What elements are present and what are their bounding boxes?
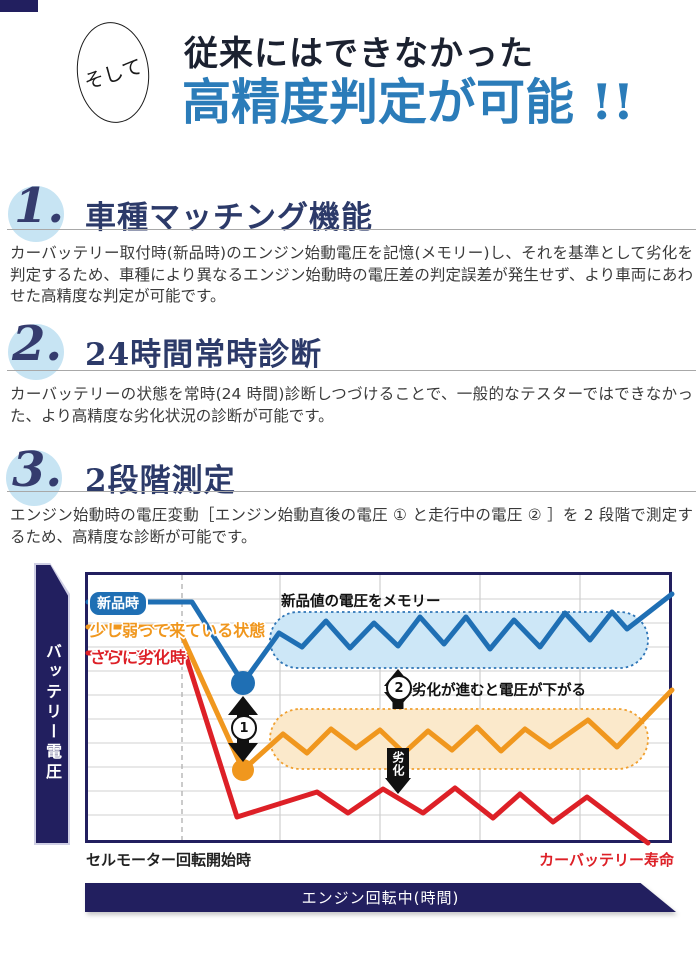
- degrade-annotation: 劣化が進むと電圧が下がる: [412, 683, 586, 699]
- memory-annotation: 新品値の電圧をメモリー: [281, 594, 441, 610]
- chart-canvas: [85, 572, 675, 846]
- section1-divider: [7, 229, 696, 230]
- x-axis-bar-wrap: エンジン回転中(時間): [85, 883, 676, 912]
- corner-accent: [0, 0, 38, 12]
- section2-body: カーバッテリーの状態を常時(24 時間)診断しつづけることで、一般的なテスターで…: [10, 385, 693, 425]
- step1-circle-number: 1: [231, 715, 257, 741]
- orange-capsule: [269, 708, 649, 770]
- section2-number: 2.: [12, 316, 63, 372]
- degrade-badge-label: 劣化: [391, 750, 405, 777]
- legend-weak: 少し弱って来ている状態: [90, 621, 266, 640]
- legend-degraded: さらに劣化時: [90, 648, 187, 667]
- x-axis-bar: エンジン回転中(時間): [85, 883, 676, 912]
- section3-body: エンジン始動時の電圧変動［エンジン始動直後の電圧 ① と走行中の電圧 ② ］を …: [10, 506, 693, 546]
- red-line: [85, 650, 651, 846]
- degrade-down-arrow: [385, 778, 411, 794]
- soshite-ellipse: そして: [71, 18, 155, 127]
- orange-measure-dot: [232, 759, 254, 781]
- section2-title: 24時間常時診断: [85, 337, 323, 373]
- legend-new: 新品時: [90, 592, 146, 615]
- section1-body: カーバッテリー取付時(新品時)のエンジン始動電圧を記憶(メモリー)し、それを基準…: [10, 244, 693, 305]
- blue-line: [85, 591, 675, 686]
- section1-title: 車種マッチング機能: [85, 200, 373, 236]
- section1-number: 1.: [14, 178, 65, 234]
- step1-number: 1: [239, 720, 249, 736]
- x-axis-label: エンジン回転中(時間): [301, 889, 460, 907]
- orange-line: [85, 624, 675, 773]
- battery-voltage-chart: バッテリー電圧 新品時 少し弱って来ている状態 さらに劣化時 新品値の電圧をメモ…: [0, 560, 700, 960]
- blue-measure-dot: [231, 671, 255, 695]
- y-axis-label: バッテリー電圧: [43, 643, 62, 783]
- soshite-label: そして: [81, 53, 146, 95]
- section2-divider: [7, 370, 696, 371]
- degrade-badge: 劣化: [387, 748, 409, 779]
- step2-number: 2: [394, 680, 404, 696]
- header-line1: 従来にはできなかった: [184, 34, 534, 74]
- section3-divider: [7, 491, 696, 492]
- header-line2: 高精度判定が可能 !!: [182, 73, 635, 131]
- section3-number: 3.: [12, 442, 63, 498]
- x-end-label: カーバッテリー寿命: [539, 851, 674, 869]
- x-start-label: セルモーター回転開始時: [86, 851, 252, 869]
- section3-title: 2段階測定: [85, 463, 236, 499]
- step2-circle-number: 2: [386, 675, 412, 701]
- section3-number-circle: [6, 450, 62, 506]
- section1-number-circle: [8, 186, 64, 242]
- y-axis-ribbon: バッテリー電圧: [34, 563, 70, 845]
- y-axis-ribbon-inner: バッテリー電圧: [36, 565, 68, 843]
